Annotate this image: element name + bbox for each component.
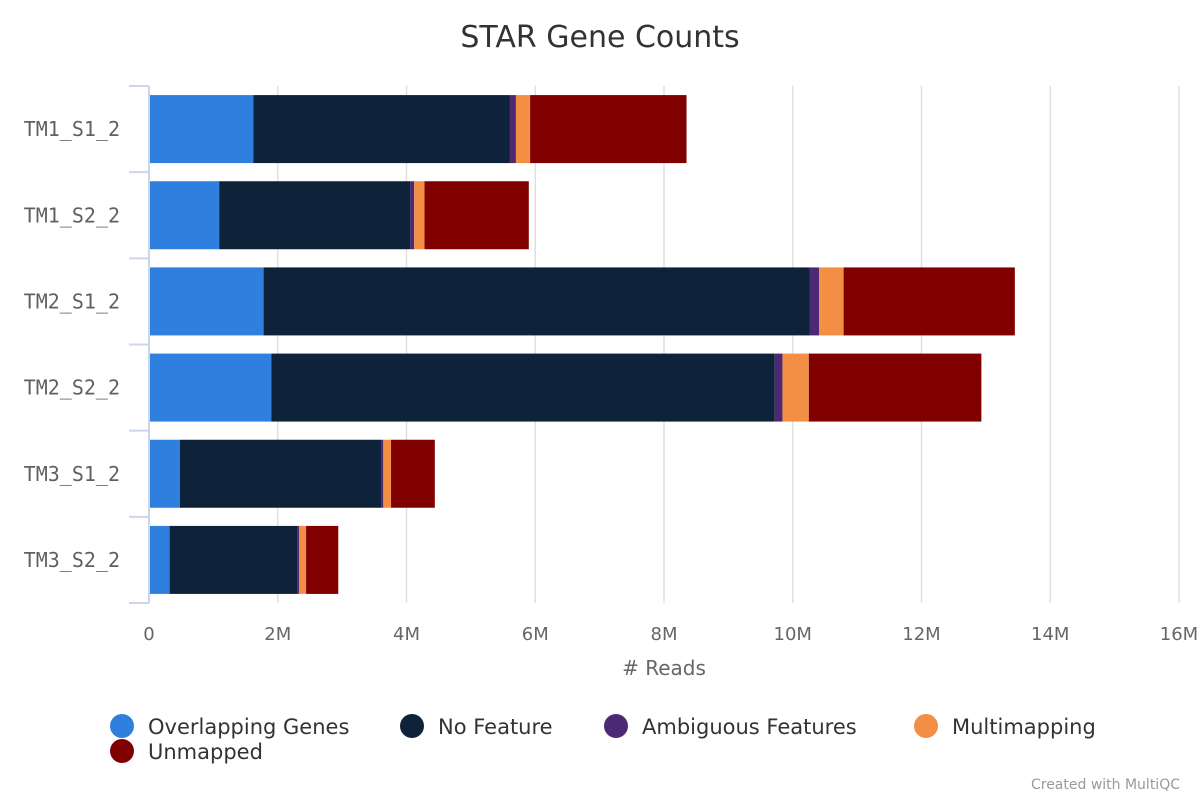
category-label: TM1_S1_2 <box>24 117 120 141</box>
bar-segment[interactable] <box>809 267 820 336</box>
x-tick-label: 12M <box>902 624 940 645</box>
category-label: TM3_S1_2 <box>24 462 120 486</box>
bar-segment[interactable] <box>253 95 510 164</box>
category-label: TM3_S2_2 <box>24 548 120 572</box>
bars <box>149 95 1015 594</box>
bar-segment[interactable] <box>219 181 411 250</box>
axes: 0 2M 4M 6M 8M 10M 12M 14M 16M TM1_S1_2 TM1_S2_2 TM2… <box>24 85 1198 645</box>
legend-marker[interactable] <box>110 714 134 738</box>
bar-segment[interactable] <box>149 353 272 422</box>
legend-label[interactable]: Multimapping <box>952 715 1096 739</box>
bar-segment[interactable] <box>179 439 382 508</box>
x-tick-label: 10M <box>774 624 812 645</box>
legend: Overlapping Genes No Feature Ambiguous Fea… <box>110 714 1096 764</box>
x-axis-title: # Reads <box>622 656 706 680</box>
chart-title: STAR Gene Counts <box>460 20 739 55</box>
category-label: TM1_S2_2 <box>24 203 120 227</box>
bar-segment[interactable] <box>410 181 415 250</box>
bar-segment[interactable] <box>306 525 339 594</box>
bar-segment[interactable] <box>391 439 435 508</box>
bar-segment[interactable] <box>774 353 783 422</box>
x-tick-label: 4M <box>393 624 420 645</box>
x-tick-label: 8M <box>651 624 678 645</box>
legend-label[interactable]: No Feature <box>438 715 553 739</box>
bar-segment[interactable] <box>782 353 809 422</box>
legend-marker[interactable] <box>604 714 628 738</box>
bar-segment[interactable] <box>843 267 1015 336</box>
bar-segment[interactable] <box>149 267 264 336</box>
bar-segment[interactable] <box>271 353 775 422</box>
bar-segment[interactable] <box>414 181 425 250</box>
bar-segment[interactable] <box>808 353 982 422</box>
legend-marker[interactable] <box>110 739 134 763</box>
bar-segment[interactable] <box>298 525 307 594</box>
credit-text: Created with MultiQC <box>1031 777 1180 793</box>
category-label: TM2_S1_2 <box>24 289 120 313</box>
bar-segment[interactable] <box>383 439 392 508</box>
legend-label[interactable]: Unmapped <box>148 740 263 764</box>
bar-segment[interactable] <box>819 267 844 336</box>
bar-segment[interactable] <box>149 439 180 508</box>
bar-segment[interactable] <box>169 525 298 594</box>
bar-segment[interactable] <box>263 267 810 336</box>
x-tick-label: 16M <box>1160 624 1198 645</box>
bar-segment[interactable] <box>297 525 299 594</box>
legend-label[interactable]: Ambiguous Features <box>642 715 857 739</box>
bar-segment[interactable] <box>530 95 687 164</box>
x-tick-label: 6M <box>522 624 549 645</box>
x-tick-label: 14M <box>1031 624 1069 645</box>
bar-segment[interactable] <box>149 181 220 250</box>
legend-marker[interactable] <box>400 714 424 738</box>
bar-segment[interactable] <box>381 439 384 508</box>
legend-label[interactable]: Overlapping Genes <box>148 715 349 739</box>
category-label: TM2_S2_2 <box>24 376 120 400</box>
bar-segment[interactable] <box>515 95 531 164</box>
grid-lines <box>277 86 1180 603</box>
bar-segment[interactable] <box>149 95 254 164</box>
bar-segment[interactable] <box>149 525 170 594</box>
bar-segment[interactable] <box>509 95 516 164</box>
x-tick-label: 0 <box>143 624 154 645</box>
legend-marker[interactable] <box>914 714 938 738</box>
x-tick-label: 2M <box>264 624 291 645</box>
bar-segment[interactable] <box>424 181 529 250</box>
